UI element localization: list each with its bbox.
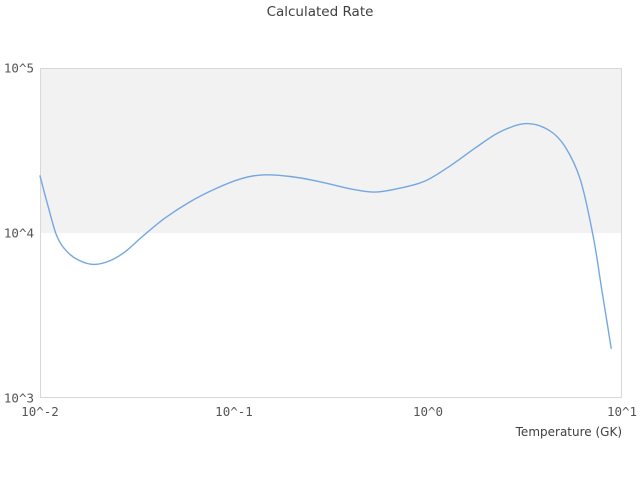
x-tick-label: 10^0 [413, 404, 443, 419]
y-tick-label: 10^5 [4, 61, 34, 76]
y-tick-label: 10^4 [4, 226, 34, 241]
x-tick-label: 10^-1 [215, 404, 253, 419]
y-tick-label: 10^3 [4, 391, 34, 406]
decade-band [40, 68, 622, 233]
chart-title: Calculated Rate [266, 4, 374, 20]
plot-border [40, 68, 622, 398]
x-axis-title: Temperature (GK) [515, 425, 622, 439]
x-tick-label: 10^-2 [21, 404, 59, 419]
x-tick-label: 10^1 [607, 404, 637, 419]
series-line-calculated-rate [39, 122, 612, 349]
